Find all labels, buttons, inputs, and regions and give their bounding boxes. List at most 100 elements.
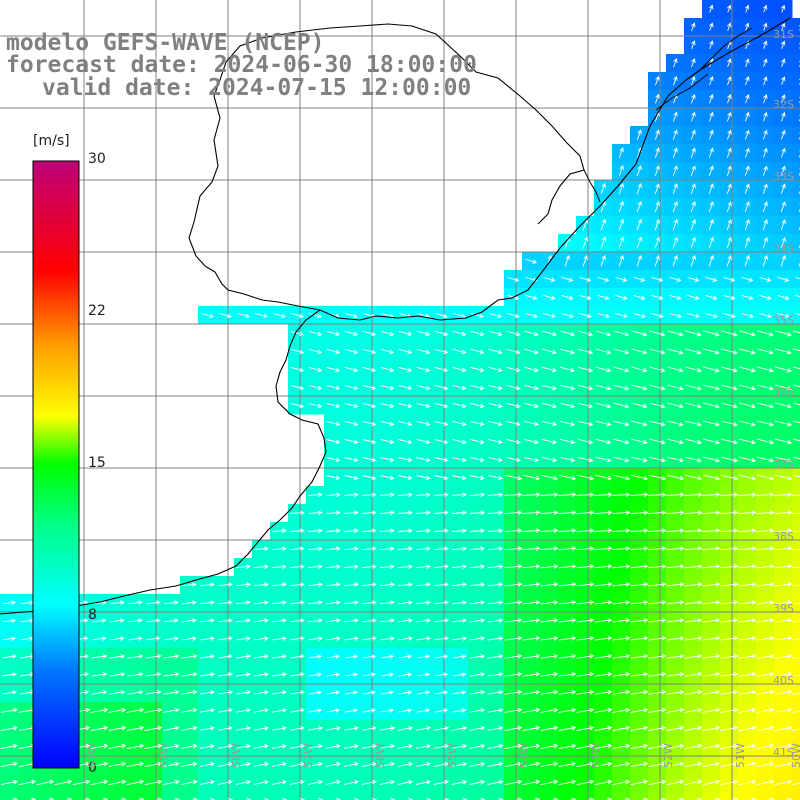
wind-arrow: [792, 584, 800, 587]
wind-arrow: [522, 600, 541, 605]
wind-arrow: [200, 312, 214, 319]
wind-arrow: [90, 761, 109, 768]
wind-arrow: [200, 600, 215, 605]
wind-arrow: [630, 671, 649, 677]
wind-arrow: [308, 672, 323, 677]
wind-arrow: [795, 276, 800, 280]
wind-arrow: [600, 182, 606, 195]
wind-arrow: [326, 654, 340, 659]
speed-cell: [468, 792, 487, 800]
wind-arrow: [452, 312, 466, 319]
wind-arrow: [109, 654, 126, 659]
wind-arrow: [181, 689, 198, 695]
wind-arrow: [2, 618, 17, 623]
wind-arrow: [380, 528, 395, 534]
wind-arrow: [181, 761, 198, 767]
wind-arrow: [558, 492, 577, 497]
wind-arrow: [217, 726, 233, 731]
wind-arrow: [651, 294, 664, 300]
wind-arrow: [745, 58, 750, 68]
wind-arrow: [90, 743, 109, 750]
wind-arrow: [596, 312, 610, 319]
wind-arrow: [164, 618, 179, 623]
wind-arrow: [415, 779, 432, 785]
wind-arrow: [398, 420, 413, 427]
wind-arrow: [380, 564, 395, 569]
speed-cell: [756, 792, 775, 800]
wind-arrow: [272, 564, 287, 569]
wind-arrow: [398, 564, 413, 569]
wind-arrow: [720, 546, 739, 551]
wind-arrow: [720, 528, 739, 533]
wind-arrow: [272, 546, 287, 551]
wind-arrow: [684, 743, 703, 750]
wind-arrow: [235, 672, 251, 677]
wind-arrow: [708, 111, 714, 122]
wind-arrow: [326, 672, 341, 677]
wind-arrow: [709, 4, 714, 13]
wind-arrow: [433, 636, 450, 641]
wind-arrow: [326, 690, 341, 695]
wind-arrow: [218, 654, 233, 659]
wind-arrow: [738, 546, 757, 551]
wind-arrow: [540, 474, 559, 481]
wind-arrow: [774, 689, 793, 695]
wind-arrow: [416, 348, 431, 355]
lat-label-38s: 38S: [773, 530, 794, 543]
speed-cell: [126, 792, 145, 800]
wind-arrow: [416, 546, 431, 551]
wind-arrow: [745, 76, 750, 86]
wind-arrow: [379, 761, 396, 767]
wind-arrow: [487, 438, 503, 445]
wind-arrow: [2, 690, 17, 695]
wind-arrow: [344, 384, 359, 391]
wind-arrow: [451, 600, 468, 605]
wind-arrow: [541, 366, 557, 373]
wind-arrow: [398, 708, 413, 713]
wind-arrow: [559, 402, 576, 409]
wind-arrow: [540, 653, 559, 659]
wind-arrow: [469, 636, 486, 641]
wind-arrow: [253, 708, 269, 713]
speed-cell: [648, 792, 667, 800]
wind-arrow: [648, 564, 667, 569]
wind-arrow: [344, 330, 359, 337]
wind-arrow: [720, 600, 739, 605]
wind-arrow: [708, 201, 714, 213]
wind-arrow: [576, 582, 595, 587]
wind-arrow: [726, 147, 732, 158]
wind-arrow: [199, 779, 216, 785]
speed-cell: [594, 792, 613, 800]
wind-arrow: [505, 420, 521, 427]
wind-arrow: [726, 254, 732, 267]
wind-arrow: [145, 672, 162, 677]
wind-arrow: [649, 384, 666, 391]
wind-arrow: [522, 564, 541, 569]
wind-arrow: [522, 707, 541, 713]
wind-arrow: [108, 779, 127, 786]
wind-arrow: [487, 456, 503, 463]
speed-cell: [360, 792, 379, 800]
wind-arrow: [594, 779, 613, 786]
title-forecast-date: forecast date: 2024-06-30 18:00:00: [6, 52, 477, 78]
wind-arrow: [235, 779, 252, 785]
wind-arrow: [451, 725, 468, 731]
wind-arrow: [792, 494, 800, 496]
wind-arrow: [654, 129, 660, 140]
wind-arrow: [745, 94, 750, 104]
wind-arrow: [487, 779, 504, 785]
wind-arrow: [523, 456, 540, 463]
wind-arrow: [289, 672, 305, 677]
wind-arrow: [398, 690, 413, 695]
wind-arrow: [672, 129, 678, 140]
wind-arrow: [709, 93, 714, 104]
wind-arrow: [415, 564, 431, 569]
wind-arrow: [612, 779, 631, 786]
wind-arrow: [146, 600, 161, 605]
wind-arrow: [326, 402, 341, 409]
wind-arrow: [523, 384, 539, 391]
wind-arrow: [774, 366, 792, 373]
wind-arrow: [361, 761, 378, 767]
wind-arrow: [540, 743, 559, 750]
